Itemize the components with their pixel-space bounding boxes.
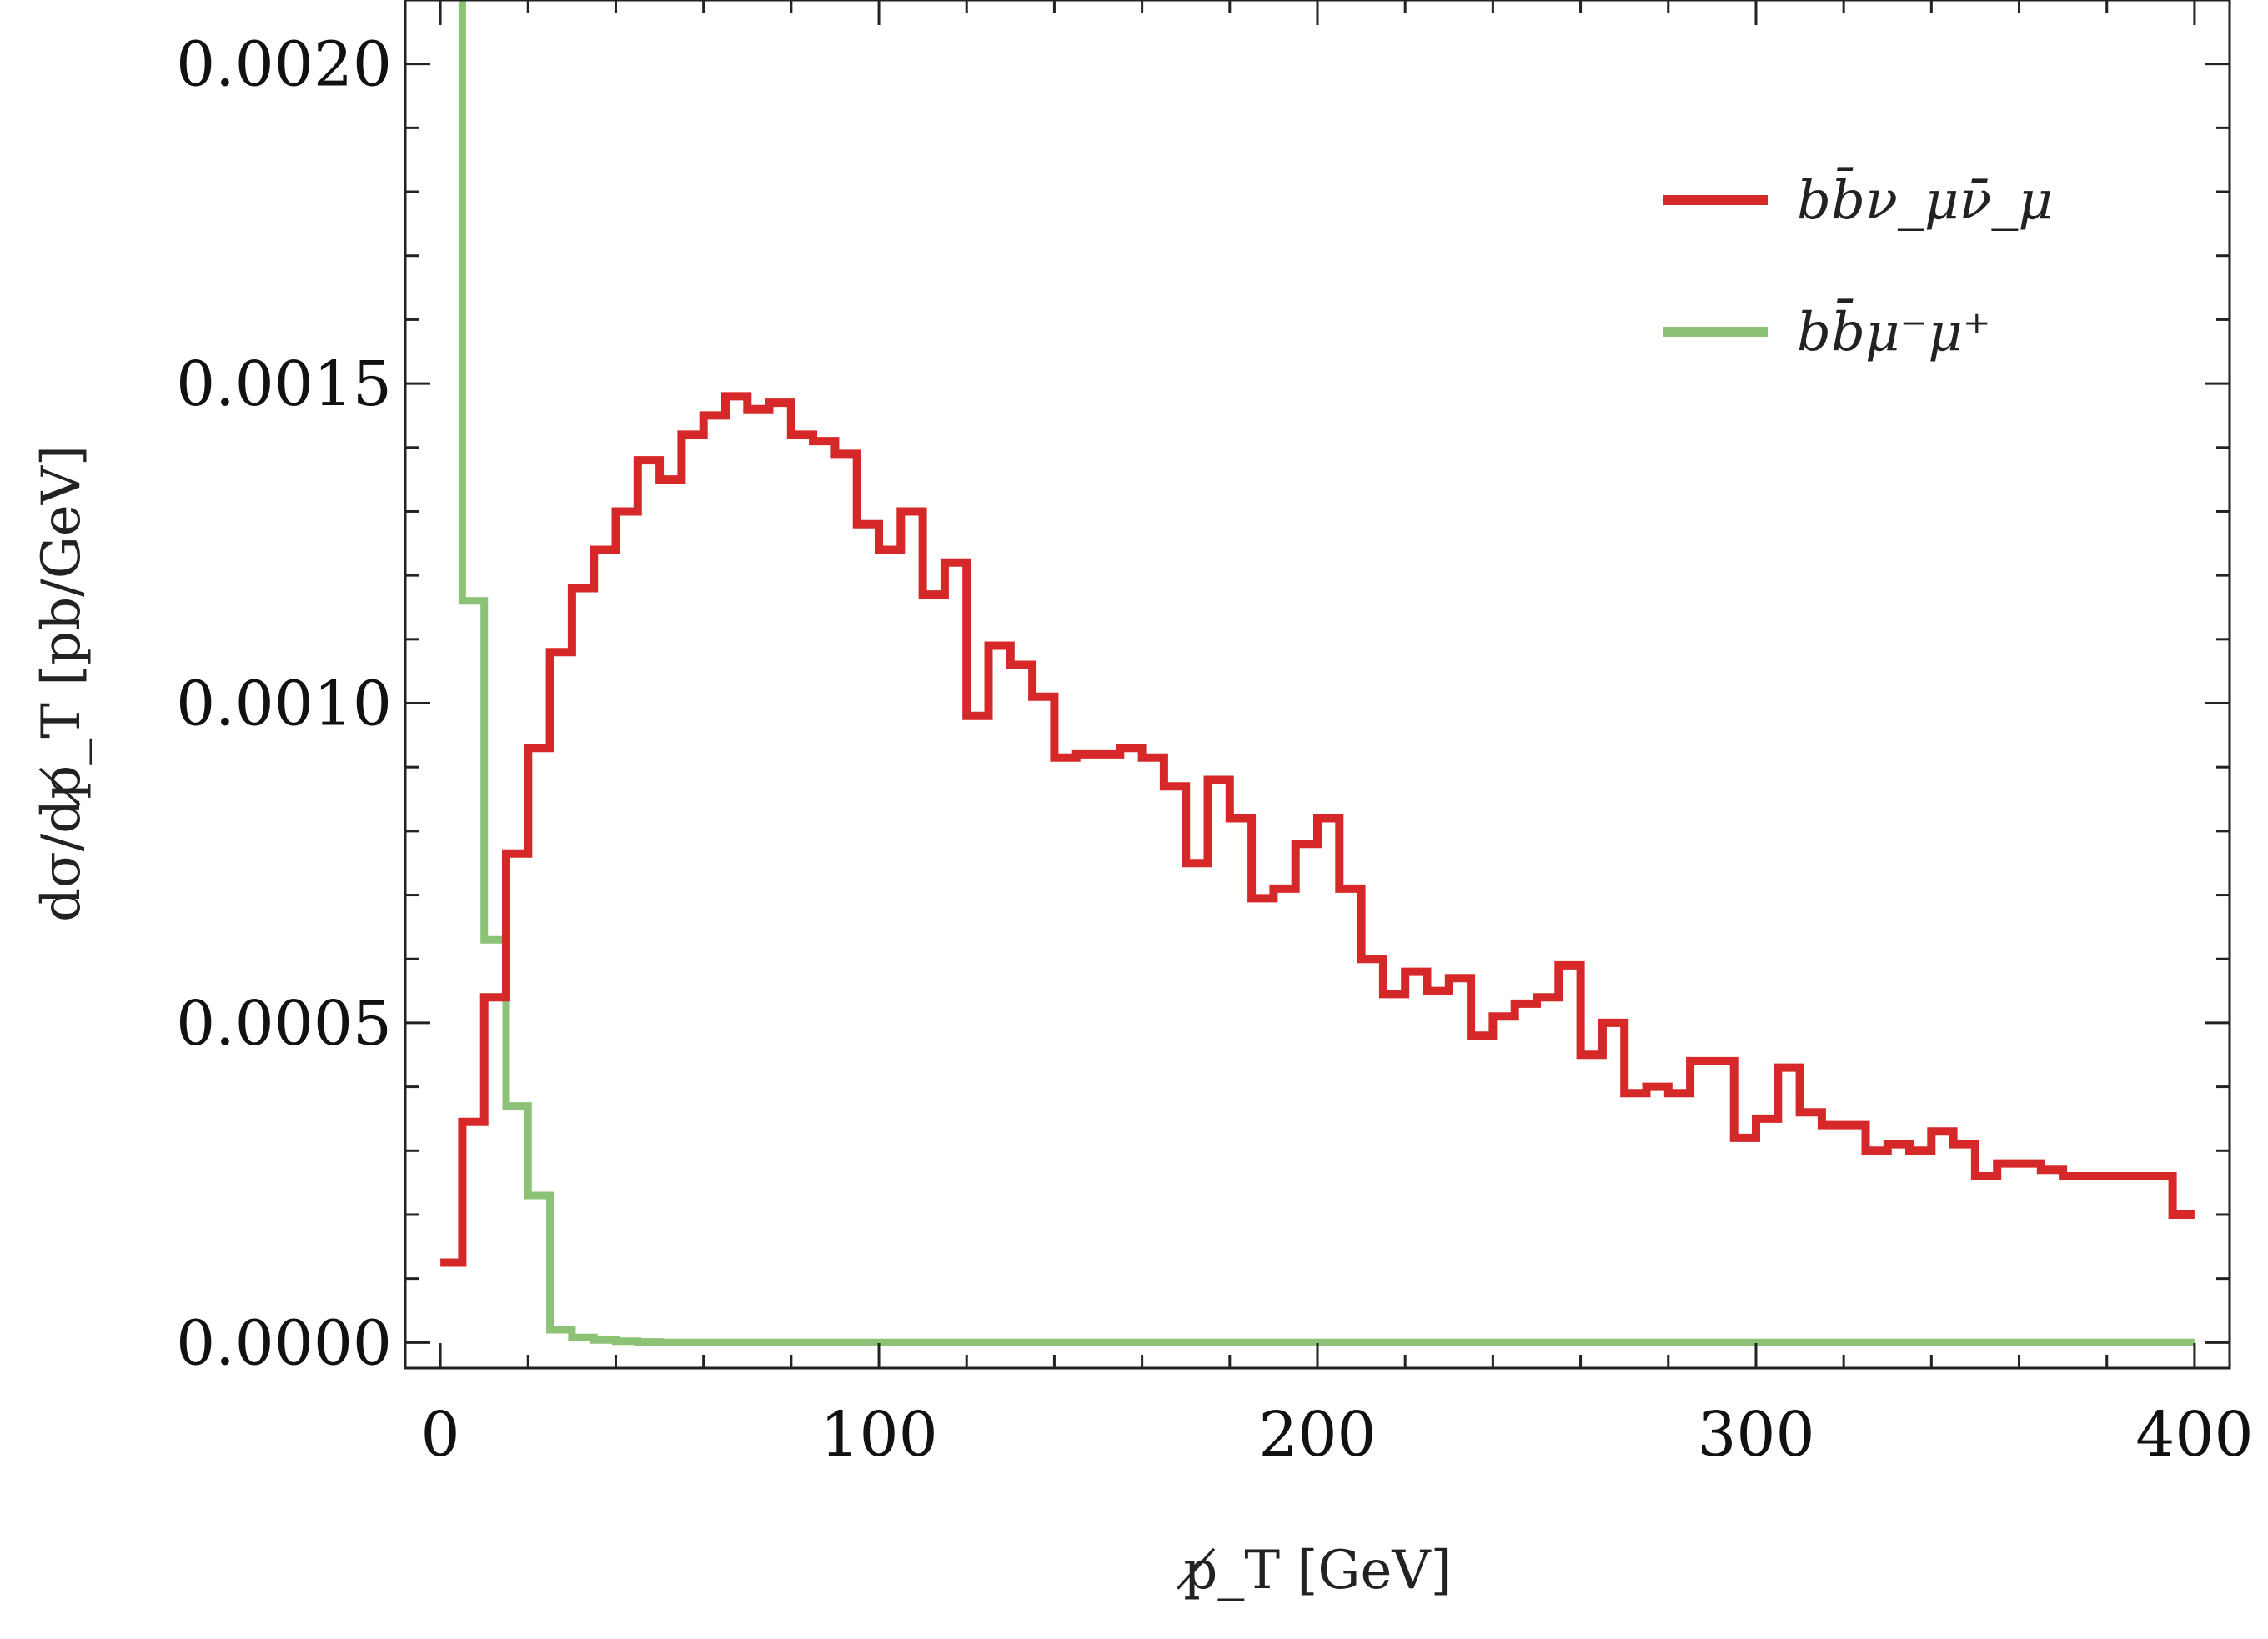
x-tick-label: 100 (820, 1399, 937, 1471)
x-tick-label: 300 (1697, 1399, 1814, 1471)
series-line-bbmumu (458, 0, 2195, 1346)
legend: bb̄ν_μν̄_μ bb̄μ⁻μ⁺ (1663, 167, 2053, 363)
y-tick-label: 0.0005 (176, 988, 392, 1060)
series-layer (440, 0, 2195, 1346)
x-axis-title: p̸_T [GeV] (1176, 1540, 1451, 1601)
y-axis-title: dσ/dp̸_T [pb/GeV] (31, 445, 93, 922)
legend-label-green: bb̄μ⁻μ⁺ (1797, 298, 1991, 363)
x-tick-label: 0 (421, 1399, 460, 1471)
x-tick-label: 400 (2135, 1399, 2253, 1471)
y-tick-label: 0.0010 (176, 669, 392, 740)
y-tick-label: 0.0015 (176, 348, 392, 420)
x-tick-label: 200 (1258, 1399, 1376, 1471)
y-tick-label: 0.0000 (176, 1307, 392, 1379)
ticks-layer: 0 100 200 300 400 0.0000 0.0005 0.0010 0.0015 0.0… (176, 0, 2254, 1471)
y-tick-label: 0.0020 (176, 29, 392, 101)
legend-label-red: bb̄ν_μν̄_μ (1797, 167, 2053, 232)
series-line-bbnunu (440, 392, 2195, 1267)
